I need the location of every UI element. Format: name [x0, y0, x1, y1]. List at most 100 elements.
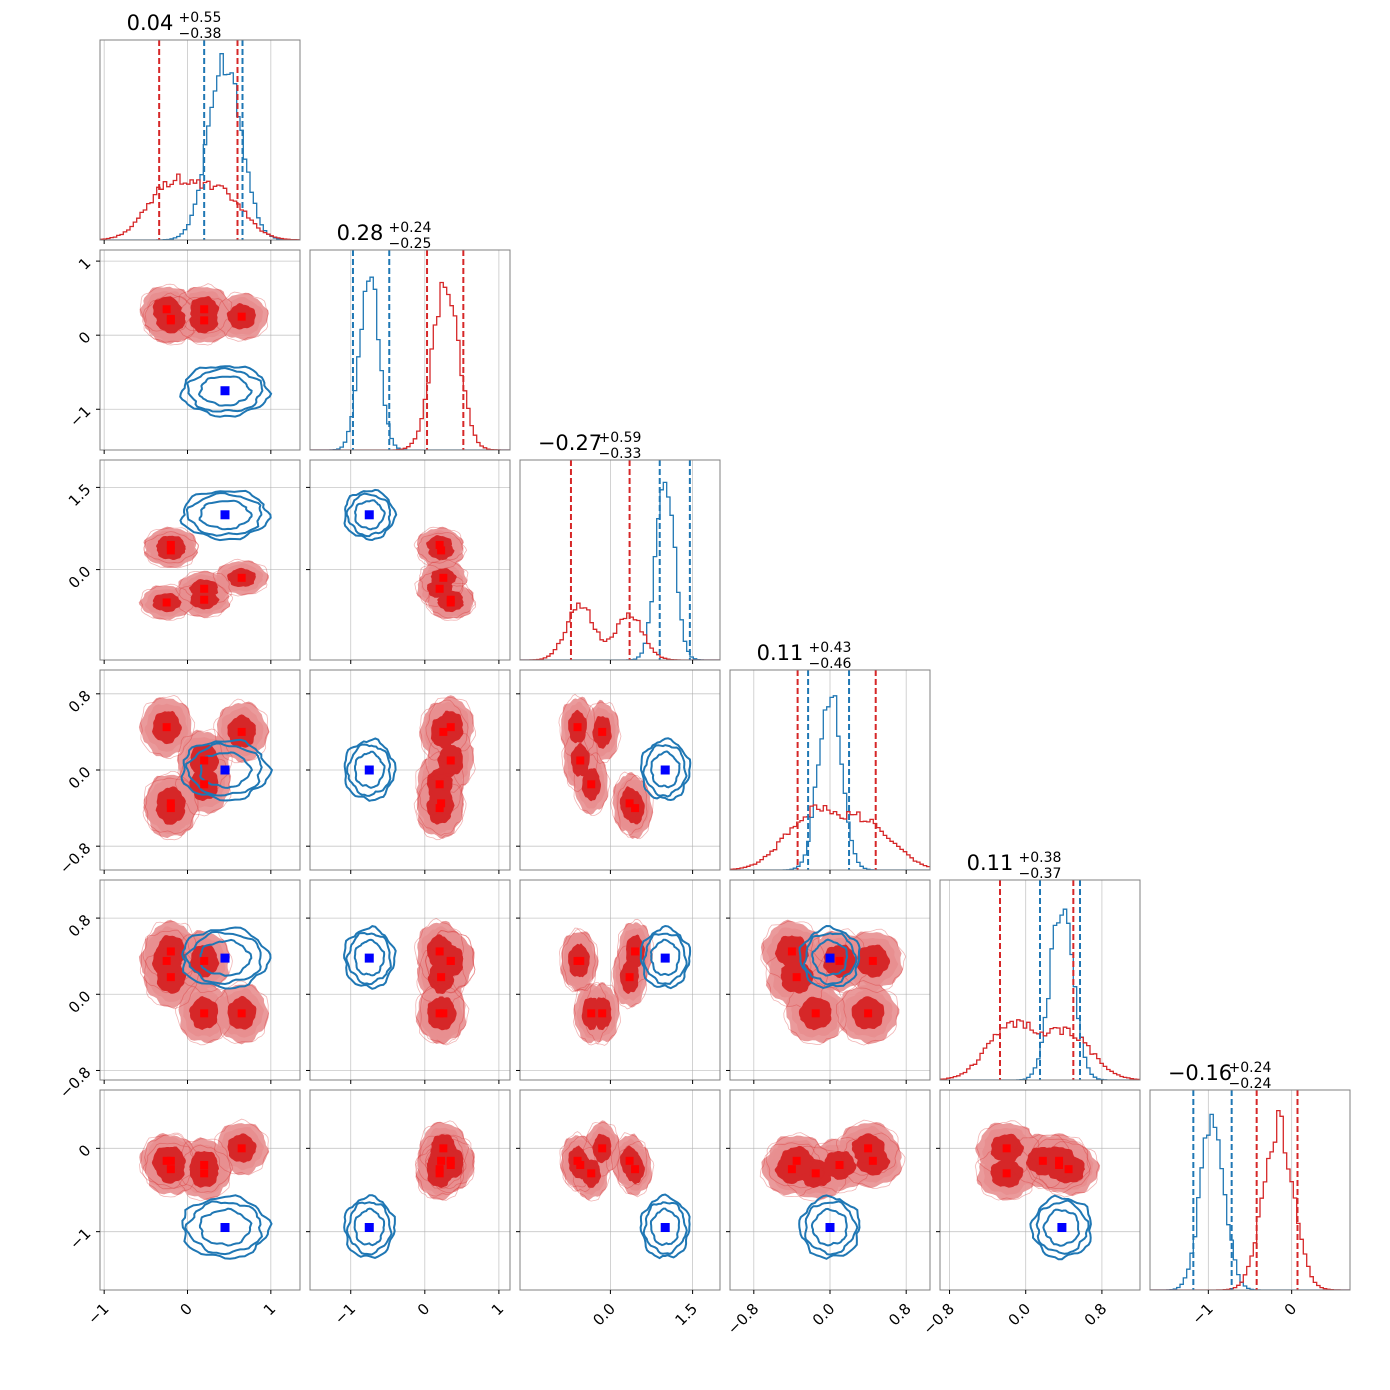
red-contour-outline-lobe	[142, 777, 200, 841]
red-mode-marker	[439, 1009, 448, 1018]
red-contour-outline-lobe	[143, 292, 198, 343]
panel-3-0: −0.8 0.0 0.8	[56, 669, 301, 878]
red-mode-marker	[237, 1144, 246, 1153]
panel-5-3: −0.8 0.0 0.8	[724, 1089, 931, 1338]
red-mode-marker	[1002, 1169, 1011, 1178]
blue-contour	[185, 742, 263, 797]
panel-3-2	[516, 669, 721, 874]
blue-contour	[353, 1207, 386, 1247]
panel-1-1: 0.28 +0.24−0.25	[309, 220, 511, 454]
panel-title-plus: +0.24	[1229, 1060, 1272, 1076]
red-contour-outline-lobe	[140, 694, 196, 760]
red-mode-marker	[435, 780, 444, 789]
blue-contour	[345, 931, 392, 986]
panel-title-median: 0.04	[127, 11, 174, 35]
red-contour-outline-lobe	[559, 1131, 596, 1188]
red-mode-marker	[162, 723, 171, 732]
x-tick-label: 1	[260, 1300, 279, 1319]
panel-1-0: −1 0 1	[66, 249, 301, 454]
red-mode-marker	[787, 1165, 796, 1174]
blue-contour	[179, 365, 273, 418]
x-tick-label: −1	[1188, 1300, 1216, 1328]
red-contour-outline-lobe	[835, 980, 899, 1046]
blue-truth-marker	[220, 765, 230, 775]
red-mode-marker	[166, 540, 175, 549]
red-contour-outline-lobe	[415, 980, 465, 1045]
panel-frame	[519, 459, 721, 661]
blue-truth-marker	[660, 953, 670, 963]
blue-contour	[343, 737, 397, 802]
panel-4-2	[516, 879, 721, 1084]
y-tick-label: −1	[66, 402, 94, 430]
red-mode-marker	[200, 756, 209, 765]
blue-contour	[180, 738, 274, 802]
red-contour-outline-lobe	[175, 1144, 232, 1202]
panel-title-median: 0.11	[757, 641, 804, 665]
red-contour-outline	[974, 1120, 1100, 1201]
red-mode-marker	[435, 804, 444, 813]
blue-contour	[186, 366, 264, 413]
blue-contour	[649, 938, 681, 977]
y-tick-label: 0.0	[65, 763, 95, 793]
red-contour-outline-lobe	[425, 696, 476, 760]
red-contour-outline	[414, 1120, 475, 1201]
red-mode-marker	[200, 956, 209, 965]
blue-truth-marker	[364, 765, 374, 775]
red-contour-outline-lobe	[414, 1140, 465, 1197]
red-contour-outline-lobe	[139, 283, 195, 334]
red-mode-marker	[446, 1161, 455, 1169]
red-mode-marker	[1064, 1165, 1073, 1174]
red-mode-marker	[162, 598, 171, 607]
red-mode-marker	[1055, 1156, 1064, 1165]
y-tick-label: 0.8	[65, 687, 95, 717]
red-mode-marker	[625, 1156, 634, 1165]
blue-contour	[639, 737, 692, 802]
red-mode-marker	[1038, 1156, 1047, 1165]
panel-frame	[99, 249, 301, 451]
red-mode-marker	[587, 780, 596, 789]
red-mode-marker	[200, 1009, 209, 1018]
blue-contour	[343, 488, 398, 542]
panel-title-minus: −0.24	[1229, 1076, 1272, 1092]
red-mode-marker	[200, 316, 209, 325]
red-contour-outline-lobe	[176, 1138, 234, 1193]
red-mode-marker	[162, 1156, 171, 1165]
blue-contour	[185, 491, 263, 537]
panel-frame	[99, 39, 301, 241]
red-mode-marker	[200, 780, 209, 789]
red-contour-outline-lobe	[175, 296, 233, 346]
x-tick-label: 0	[177, 1300, 196, 1319]
red-contour-outline-lobe	[425, 1137, 475, 1194]
blue-contour	[343, 925, 397, 990]
panel-frame	[939, 1089, 1141, 1291]
panel-title-minus: −0.38	[179, 26, 222, 42]
blue-contour	[184, 930, 262, 986]
blue-contour	[197, 375, 253, 407]
blue-truth-marker	[825, 953, 835, 963]
x-tick-label: 0.8	[885, 1300, 915, 1330]
blue-contour	[346, 743, 392, 797]
red-mode-marker	[200, 595, 209, 604]
red-mode-marker	[237, 727, 246, 736]
red-contour-outline-lobe	[573, 982, 611, 1046]
red-mode-marker	[435, 947, 444, 956]
red-contour-outline-lobe	[759, 1142, 825, 1198]
panel-4-3	[726, 879, 931, 1084]
red-contour-outline-lobe	[610, 771, 648, 836]
red-mode-marker	[435, 584, 444, 593]
panel-5-0: −1 0 1 −1 0	[66, 1089, 301, 1328]
red-contour-outline-lobe	[835, 1119, 900, 1176]
red-mode-marker	[200, 1161, 209, 1169]
blue-contour	[642, 1201, 688, 1255]
red-contour-outline-lobe	[139, 929, 196, 994]
red-contour-outline-lobe	[610, 1132, 648, 1189]
red-mode-marker	[237, 1009, 246, 1018]
red-contour-outline-lobe	[583, 701, 622, 765]
red-mode-marker	[835, 956, 844, 965]
red-contour-outline-lobe	[419, 1120, 469, 1177]
red-mode-marker	[811, 1169, 820, 1178]
panel-title-plus: +0.43	[809, 640, 852, 656]
y-tick-label: 0.0	[65, 563, 95, 593]
red-mode-marker	[587, 1169, 596, 1178]
panel-frame	[519, 1089, 721, 1291]
